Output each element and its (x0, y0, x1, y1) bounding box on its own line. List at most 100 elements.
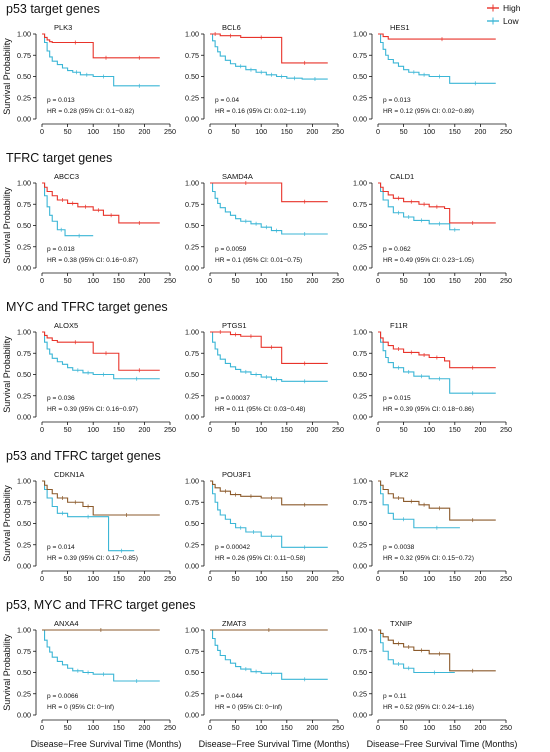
hazard-ratio: HR = 0 (95% CI: 0−Inf) (47, 704, 114, 711)
y-tick-label: 0.00 (185, 264, 199, 273)
y-tick-label: 0.25 (17, 93, 31, 102)
survival-curve-low (42, 480, 135, 552)
panel-gene-title: TXNIP (390, 619, 412, 628)
x-tick-label: 50 (64, 127, 72, 136)
p-value: p = 0.0038 (383, 544, 415, 551)
x-tick-label: 0 (376, 276, 380, 285)
y-tick-label: 0.00 (353, 115, 367, 124)
y-tick-label: 0.25 (17, 689, 31, 698)
y-tick-label: 0.25 (353, 242, 367, 251)
p-value: p = 0.0066 (47, 693, 79, 700)
section-title-p53: p53 target genes (6, 2, 100, 16)
x-tick-label: 250 (332, 127, 344, 136)
y-tick-label: 0.75 (17, 349, 31, 358)
y-tick-label: 0.75 (353, 647, 367, 656)
y-tick-label: 1.00 (353, 30, 367, 39)
y-tick-label: 1.00 (353, 626, 367, 635)
y-tick-label: 0.00 (17, 562, 31, 571)
y-tick-label: 1.00 (353, 328, 367, 337)
x-tick-label: 200 (474, 425, 486, 434)
y-tick-label: 0.25 (185, 242, 199, 251)
y-tick-label: 0.50 (185, 370, 199, 379)
x-tick-label: 50 (232, 574, 240, 583)
y-tick-label: 1.00 (185, 30, 199, 39)
y-tick-label: 0.75 (353, 51, 367, 60)
y-tick-label: 1.00 (353, 179, 367, 188)
x-tick-label: 250 (332, 574, 344, 583)
y-tick-label: 1.00 (17, 30, 31, 39)
survival-curve-low (378, 480, 460, 529)
survival-curve-low (210, 331, 328, 382)
survival-curve-high (210, 480, 328, 506)
panel-gene-title: HES1 (390, 23, 410, 32)
survival-curve-low (210, 33, 328, 80)
x-tick-label: 250 (164, 425, 176, 434)
x-tick-label: 50 (64, 574, 72, 583)
y-tick-label: 0.75 (185, 200, 199, 209)
survival-curve-low (378, 182, 460, 231)
y-tick-label: 0.00 (17, 115, 31, 124)
survival-curve-low (210, 182, 328, 235)
section-title-p53-myc-tfrc: p53, MYC and TFRC target genes (6, 598, 195, 612)
y-tick-label: 0.25 (185, 391, 199, 400)
p-value: p = 0.013 (47, 97, 75, 104)
section-titles: p53 target genes TFRC target genes MYC a… (6, 2, 195, 612)
x-tick-label: 150 (449, 276, 461, 285)
survival-curve-low (378, 629, 455, 674)
survival-curve-low (378, 33, 496, 84)
hazard-ratio: HR = 0.11 (95% CI: 0.03−0.48) (215, 406, 305, 413)
panel-gene-title: PLK2 (390, 470, 408, 479)
y-tick-label: 0.25 (17, 242, 31, 251)
y-tick-label: 0.25 (17, 391, 31, 400)
x-tick-label: 150 (449, 425, 461, 434)
legend-low-label: Low (503, 16, 519, 26)
survival-curve-low (378, 331, 496, 394)
x-tick-label: 0 (40, 723, 44, 732)
km-panel: CALD1 0.00 0.25 0.50 0.75 1.00 0 50 100 150 200 250… (353, 172, 512, 285)
y-axis-title: Survival Probability (2, 485, 12, 562)
km-panel: PTGS1 0.00 0.25 0.50 0.75 1.00 0 50 100 150 200 250… (185, 321, 344, 434)
survival-curve-low (210, 629, 328, 680)
y-tick-label: 0.00 (185, 711, 199, 720)
x-tick-label: 50 (64, 276, 72, 285)
y-tick-label: 0.50 (353, 519, 367, 528)
y-tick-label: 0.25 (353, 391, 367, 400)
y-tick-label: 0.00 (185, 115, 199, 124)
hazard-ratio: HR = 0.28 (95% CI: 0.1−0.82) (47, 108, 134, 115)
y-tick-label: 1.00 (17, 626, 31, 635)
km-panel: HES1 0.00 0.25 0.50 0.75 1.00 0 50 100 150 200 250 p… (353, 23, 512, 136)
y-axis-title: Survival Probability (2, 634, 12, 711)
x-tick-label: 100 (255, 425, 267, 434)
y-tick-label: 0.75 (17, 200, 31, 209)
x-tick-label: 200 (138, 574, 150, 583)
x-tick-label: 250 (500, 425, 512, 434)
x-tick-label: 50 (232, 425, 240, 434)
x-tick-label: 100 (255, 127, 267, 136)
hazard-ratio: HR = 0.39 (95% CI: 0.17−0.85) (47, 555, 138, 562)
p-value: p = 0.04 (215, 97, 239, 104)
x-tick-label: 250 (500, 127, 512, 136)
y-tick-label: 0.25 (185, 540, 199, 549)
y-tick-label: 1.00 (185, 626, 199, 635)
p-value: p = 0.00037 (215, 395, 250, 402)
y-tick-label: 0.50 (17, 519, 31, 528)
panel-gene-title: ALOX5 (54, 321, 78, 330)
hazard-ratio: HR = 0.26 (95% CI: 0.11−0.58) (215, 555, 305, 562)
survival-curve-high (42, 182, 160, 224)
panel-gene-title: ABCC3 (54, 172, 79, 181)
x-tick-label: 200 (138, 127, 150, 136)
survival-curve-low (210, 480, 328, 548)
p-value: p = 0.00042 (215, 544, 250, 551)
y-tick-label: 0.00 (17, 711, 31, 720)
km-panel: BCL6 0.00 0.25 0.50 0.75 1.00 0 50 100 150 200 250 p… (185, 23, 344, 136)
y-tick-label: 0.50 (353, 668, 367, 677)
y-tick-label: 0.75 (17, 498, 31, 507)
x-tick-label: 0 (40, 276, 44, 285)
km-panel: TXNIP 0.00 0.25 0.50 0.75 1.00 0 50 100 150 200 250… (353, 619, 512, 732)
y-tick-label: 0.00 (353, 264, 367, 273)
y-tick-label: 1.00 (17, 328, 31, 337)
km-panel: POU3F1 0.00 0.25 0.50 0.75 1.00 0 50 100 150 200 25… (185, 470, 344, 583)
survival-curve-high (378, 33, 496, 40)
y-tick-label: 0.75 (17, 51, 31, 60)
